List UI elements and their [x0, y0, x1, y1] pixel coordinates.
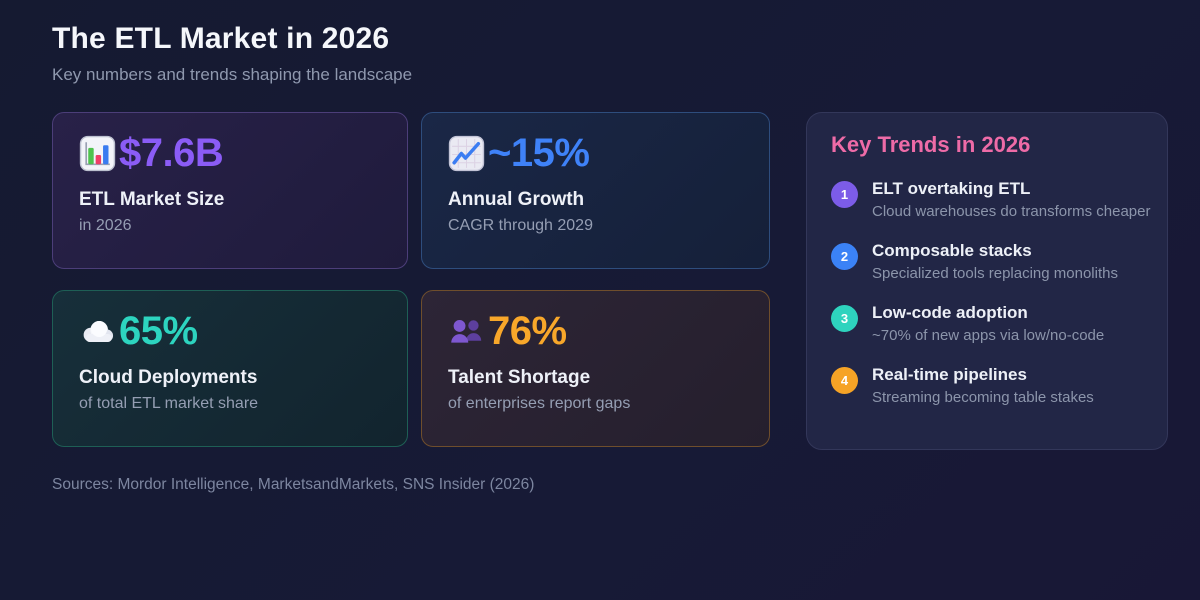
- trend-title: Composable stacks: [872, 241, 1032, 260]
- panel-title: Key Trends in 2026: [831, 132, 1031, 157]
- people-icon: [448, 313, 485, 350]
- cloud-icon: [79, 313, 116, 350]
- key-trends-panel: Key Trends in 2026 1 ELT overtaking ETL …: [806, 112, 1168, 450]
- trend-description: ~70% of new apps via low/no-code: [872, 327, 1105, 344]
- stat-label: ETL Market Size: [79, 189, 225, 210]
- trend-item-composable-stacks: 2 Composable stacks Specialized tools re…: [831, 241, 1143, 282]
- stats-grid: $7.6B ETL Market Size in 2026 ~15% Annua…: [52, 112, 770, 447]
- trend-text: Real-time pipelines Streaming becoming t…: [872, 365, 1094, 406]
- trend-title: Real-time pipelines: [872, 365, 1027, 384]
- stat-card-etl-market-size: $7.6B ETL Market Size in 2026: [52, 112, 408, 269]
- trend-title: ELT overtaking ETL: [872, 179, 1031, 198]
- stat-sublabel: of enterprises report gaps: [448, 395, 631, 412]
- trend-text: Composable stacks Specialized tools repl…: [872, 241, 1118, 282]
- stat-value: 65%: [119, 308, 198, 353]
- trend-description: Specialized tools replacing monoliths: [872, 265, 1118, 282]
- stat-label: Talent Shortage: [448, 367, 591, 388]
- stat-value-row: $7.6B: [79, 130, 381, 176]
- header: The ETL Market in 2026 Key numbers and t…: [52, 22, 412, 85]
- stat-card-talent-shortage: 76% Talent Shortage of enterprises repor…: [421, 290, 770, 447]
- stat-value-row: 76%: [448, 308, 743, 354]
- stat-sublabel: CAGR through 2029: [448, 217, 593, 234]
- trend-number-badge: 1: [831, 181, 858, 208]
- stat-sublabel: in 2026: [79, 217, 132, 234]
- page-title: The ETL Market in 2026: [52, 22, 390, 55]
- stat-sublabel: of total ETL market share: [79, 395, 259, 412]
- sources-note: Sources: Mordor Intelligence, Marketsand…: [52, 476, 535, 493]
- trend-item-real-time-pipelines: 4 Real-time pipelines Streaming becoming…: [831, 365, 1143, 406]
- stat-value-row: ~15%: [448, 130, 743, 176]
- chart-increasing-icon: [448, 135, 485, 172]
- trend-number-badge: 4: [831, 367, 858, 394]
- stat-label: Cloud Deployments: [79, 367, 258, 388]
- stat-value: ~15%: [488, 130, 590, 175]
- trend-item-elt-overtaking-etl: 1 ELT overtaking ETL Cloud warehouses do…: [831, 179, 1150, 220]
- trend-description: Cloud warehouses do transforms cheaper: [872, 203, 1151, 220]
- stat-value: 76%: [488, 308, 567, 353]
- stat-value-row: 65%: [79, 308, 381, 354]
- stat-value: $7.6B: [119, 130, 224, 175]
- stat-card-cloud-deployments: 65% Cloud Deployments of total ETL marke…: [52, 290, 408, 447]
- stat-label: Annual Growth: [448, 189, 585, 210]
- bar-chart-icon: [79, 135, 116, 172]
- trend-description: Streaming becoming table stakes: [872, 389, 1094, 406]
- trend-number-badge: 3: [831, 305, 858, 332]
- trend-text: Low-code adoption ~70% of new apps via l…: [872, 303, 1104, 344]
- trend-text: ELT overtaking ETL Cloud warehouses do t…: [872, 179, 1150, 220]
- page-subtitle: Key numbers and trends shaping the lands…: [52, 65, 413, 84]
- stat-card-annual-growth: ~15% Annual Growth CAGR through 2029: [421, 112, 770, 269]
- trend-item-low-code-adoption: 3 Low-code adoption ~70% of new apps via…: [831, 303, 1143, 344]
- trend-number-badge: 2: [831, 243, 858, 270]
- trend-title: Low-code adoption: [872, 303, 1028, 322]
